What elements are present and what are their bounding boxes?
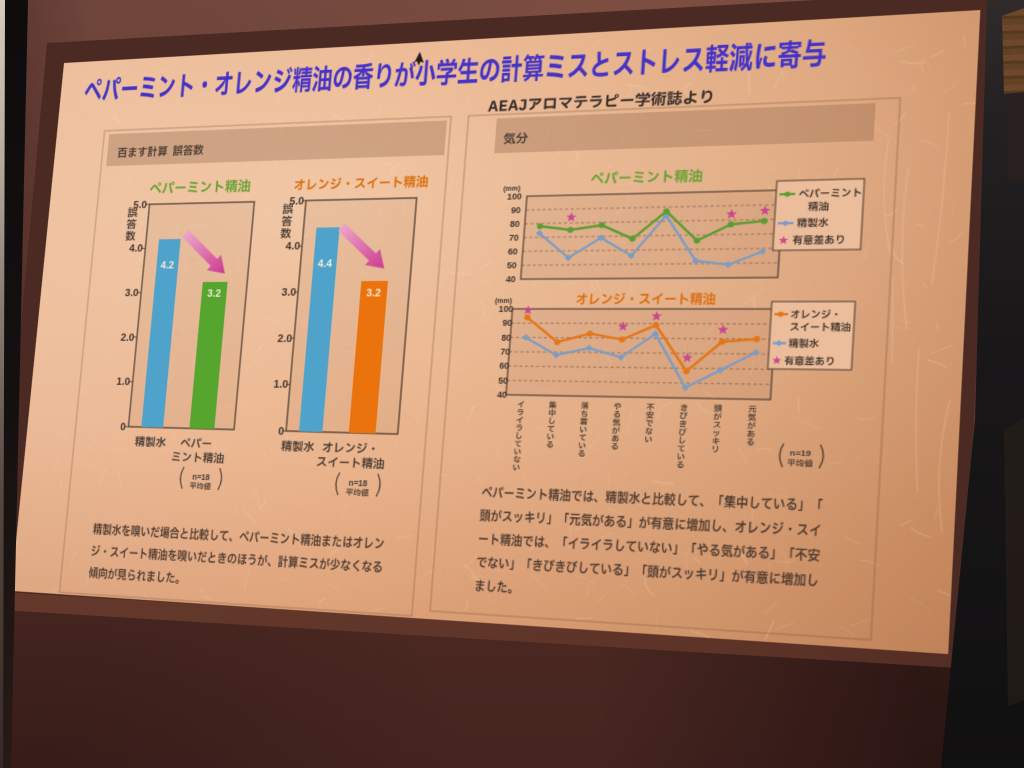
svg-text:4.2: 4.2 [160,260,174,271]
svg-text:4.0: 4.0 [129,243,144,255]
svg-text:2.0: 2.0 [277,333,293,346]
svg-text:70: 70 [509,233,520,244]
svg-text:n=19: n=19 [789,450,811,460]
svg-text:80: 80 [501,332,512,343]
svg-text:4.0: 4.0 [285,241,301,254]
svg-text:50: 50 [506,260,517,271]
svg-text:(mm): (mm) [495,298,513,305]
svg-text:1.0: 1.0 [273,379,289,392]
svg-text:2.0: 2.0 [120,332,135,344]
svg-text:5.0: 5.0 [133,199,148,211]
svg-text:5.0: 5.0 [289,195,305,208]
svg-text:90: 90 [511,205,522,216]
svg-text:40: 40 [505,274,516,285]
svg-text:0: 0 [120,421,127,433]
svg-text:60: 60 [499,361,510,372]
svg-text:90: 90 [502,318,513,329]
svg-text:3.2: 3.2 [366,287,381,299]
svg-text:0: 0 [278,425,285,438]
svg-text:50: 50 [498,375,509,386]
svg-text:1.0: 1.0 [116,376,131,388]
svg-text:100: 100 [507,191,523,202]
svg-text:3.0: 3.0 [124,287,139,299]
svg-text:40: 40 [497,389,508,400]
svg-text:100: 100 [498,304,514,315]
svg-text:n=18: n=18 [192,473,210,483]
svg-text:80: 80 [510,219,521,230]
svg-text:60: 60 [507,246,518,257]
svg-text:(mm): (mm) [503,186,521,193]
svg-text:3.2: 3.2 [207,288,222,299]
svg-text:4.4: 4.4 [317,258,333,269]
svg-text:3.0: 3.0 [281,287,297,299]
svg-text:70: 70 [500,347,511,358]
svg-text:n=18: n=18 [348,479,368,489]
